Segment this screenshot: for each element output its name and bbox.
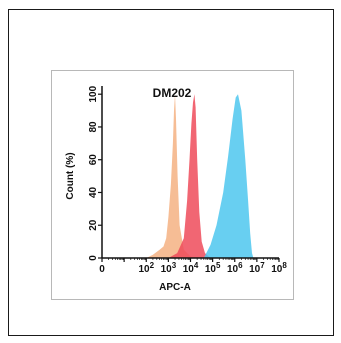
chart-title: DM202 bbox=[153, 86, 192, 100]
x-tick-label: 106 bbox=[227, 261, 243, 275]
outer-frame bbox=[8, 9, 334, 336]
histogram-series-1 bbox=[146, 94, 198, 258]
x-tick-label: 105 bbox=[205, 261, 221, 275]
histogram-series-2 bbox=[168, 94, 211, 258]
x-tick-label: 102 bbox=[138, 261, 154, 275]
y-tick-label: 100 bbox=[88, 85, 99, 102]
series-layer bbox=[146, 94, 254, 258]
x-tick-label: 0 bbox=[99, 264, 105, 275]
x-tick-label: 108 bbox=[271, 261, 287, 275]
y-tick-label: 20 bbox=[88, 219, 99, 231]
y-tick-label: 0 bbox=[88, 255, 99, 261]
x-tick-label: 107 bbox=[249, 261, 265, 275]
histogram-series-3 bbox=[203, 94, 254, 258]
axes-layer: 0 20 40 60 80 100 0 102 103 104 105 106 107 108 bbox=[88, 85, 287, 275]
y-tick-label: 80 bbox=[88, 121, 99, 133]
x-tick-label: 104 bbox=[183, 261, 199, 275]
chart-panel bbox=[51, 70, 294, 300]
x-axis-title: APC-A bbox=[159, 282, 191, 293]
y-tick-label: 60 bbox=[88, 154, 99, 166]
y-tick-label: 40 bbox=[88, 186, 99, 198]
x-tick-label: 103 bbox=[161, 261, 177, 275]
y-axis-title: Count (%) bbox=[65, 152, 76, 199]
